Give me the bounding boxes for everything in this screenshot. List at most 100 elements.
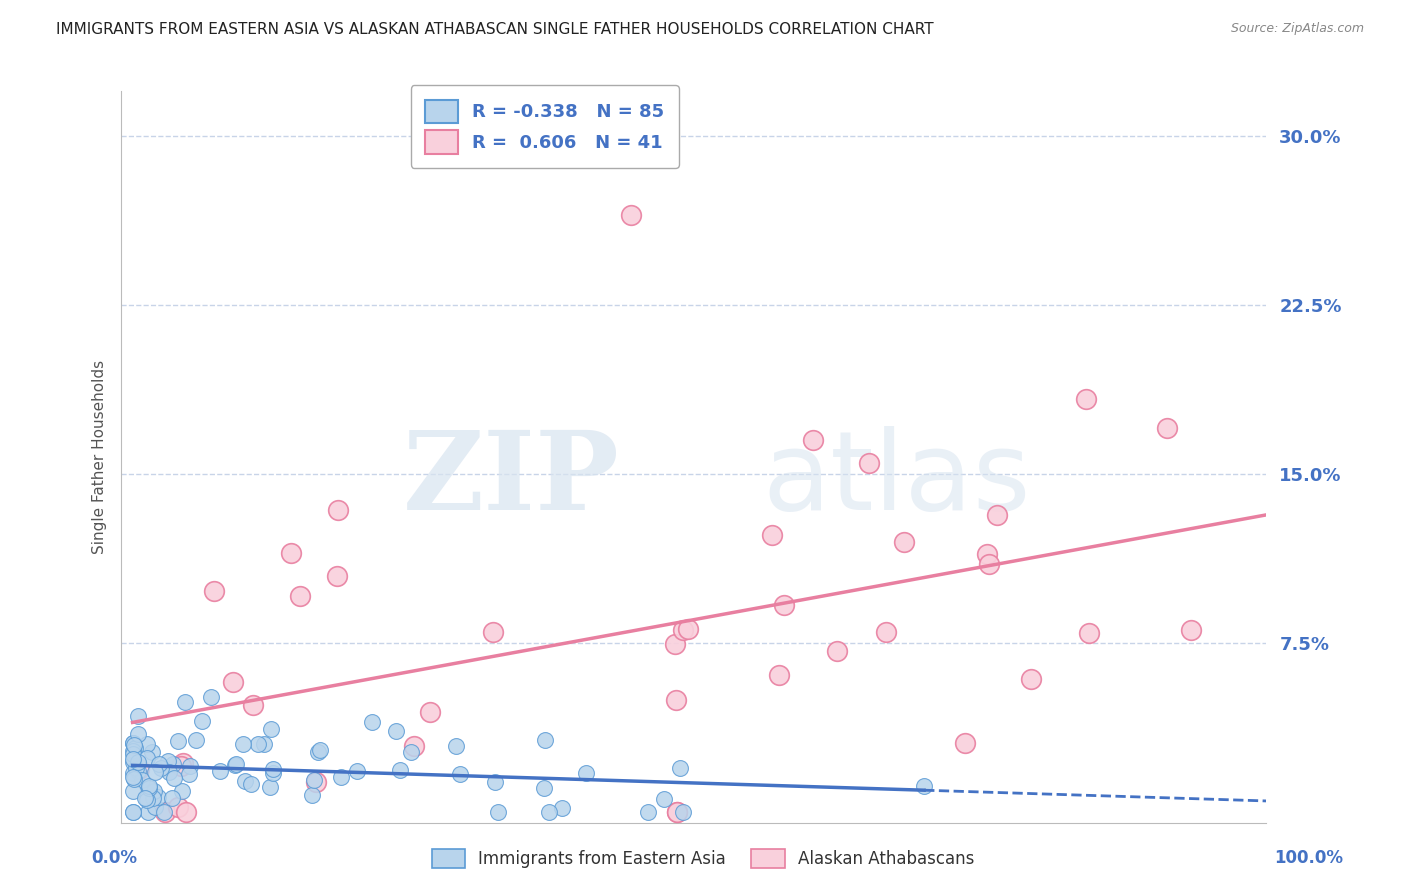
- Point: [121, 770, 143, 784]
- Point: [170, 759, 193, 773]
- Point: [551, 800, 574, 814]
- Point: [330, 770, 353, 784]
- Point: [484, 775, 506, 789]
- Point: [1021, 672, 1043, 686]
- Point: [143, 765, 166, 780]
- Point: [224, 758, 246, 772]
- Point: [304, 774, 326, 789]
- Point: [637, 805, 659, 820]
- Point: [419, 705, 441, 719]
- Point: [773, 599, 796, 613]
- Point: [664, 692, 686, 706]
- Point: [177, 767, 200, 781]
- Point: [121, 736, 143, 750]
- Point: [326, 503, 349, 517]
- Point: [446, 739, 468, 754]
- Point: [121, 783, 143, 797]
- Point: [388, 763, 411, 777]
- Text: IMMIGRANTS FROM EASTERN ASIA VS ALASKAN ATHABASCAN SINGLE FATHER HOUSEHOLDS CORR: IMMIGRANTS FROM EASTERN ASIA VS ALASKAN …: [56, 22, 934, 37]
- Point: [1074, 392, 1097, 407]
- Point: [858, 456, 880, 470]
- Point: [122, 805, 145, 820]
- Point: [361, 715, 384, 730]
- Point: [172, 756, 194, 770]
- Point: [148, 756, 170, 771]
- Point: [825, 644, 848, 658]
- Point: [538, 805, 561, 820]
- Point: [875, 624, 897, 639]
- Point: [186, 733, 208, 747]
- Point: [125, 761, 148, 775]
- Point: [486, 805, 509, 820]
- Point: [668, 761, 690, 775]
- Point: [146, 789, 169, 804]
- Point: [121, 744, 143, 758]
- Point: [307, 745, 329, 759]
- Point: [128, 762, 150, 776]
- Point: [953, 736, 976, 750]
- Point: [672, 805, 695, 820]
- Point: [449, 766, 471, 780]
- Point: [801, 434, 824, 448]
- Point: [138, 779, 160, 793]
- Point: [325, 568, 347, 582]
- Point: [124, 772, 146, 787]
- Point: [122, 738, 145, 752]
- Point: [136, 751, 159, 765]
- Point: [664, 637, 686, 651]
- Point: [761, 528, 783, 542]
- Point: [172, 783, 194, 797]
- Point: [533, 733, 555, 747]
- Point: [222, 675, 245, 690]
- Point: [121, 736, 143, 750]
- Point: [260, 722, 283, 736]
- Point: [1078, 625, 1101, 640]
- Point: [141, 745, 163, 759]
- Point: [124, 741, 146, 756]
- Point: [121, 755, 143, 769]
- Point: [1180, 623, 1202, 637]
- Point: [346, 764, 368, 778]
- Point: [280, 546, 302, 560]
- Y-axis label: Single Father Households: Single Father Households: [93, 360, 107, 554]
- Point: [153, 805, 176, 820]
- Point: [666, 805, 689, 820]
- Point: [200, 690, 222, 704]
- Point: [160, 791, 183, 805]
- Point: [309, 742, 332, 756]
- Point: [162, 757, 184, 772]
- Point: [166, 733, 188, 747]
- Point: [979, 557, 1001, 571]
- Text: atlas: atlas: [762, 425, 1031, 533]
- Point: [163, 771, 186, 785]
- Point: [127, 708, 149, 723]
- Point: [620, 208, 643, 222]
- Point: [232, 737, 254, 751]
- Point: [142, 784, 165, 798]
- Point: [533, 781, 555, 796]
- Point: [122, 752, 145, 766]
- Point: [149, 761, 172, 775]
- Point: [481, 624, 503, 639]
- Legend: R = -0.338   N = 85, R =  0.606   N = 41: R = -0.338 N = 85, R = 0.606 N = 41: [411, 86, 679, 168]
- Point: [404, 739, 426, 754]
- Point: [225, 757, 247, 772]
- Point: [138, 780, 160, 795]
- Point: [136, 738, 159, 752]
- Point: [288, 590, 311, 604]
- Point: [893, 534, 915, 549]
- Point: [179, 759, 201, 773]
- Point: [152, 805, 174, 820]
- Point: [127, 756, 149, 770]
- Point: [247, 737, 270, 751]
- Point: [575, 766, 598, 780]
- Point: [134, 790, 156, 805]
- Point: [262, 766, 284, 780]
- Point: [121, 805, 143, 820]
- Point: [127, 764, 149, 778]
- Point: [143, 800, 166, 814]
- Point: [301, 788, 323, 802]
- Point: [1156, 421, 1178, 435]
- Point: [159, 765, 181, 780]
- Point: [666, 805, 689, 820]
